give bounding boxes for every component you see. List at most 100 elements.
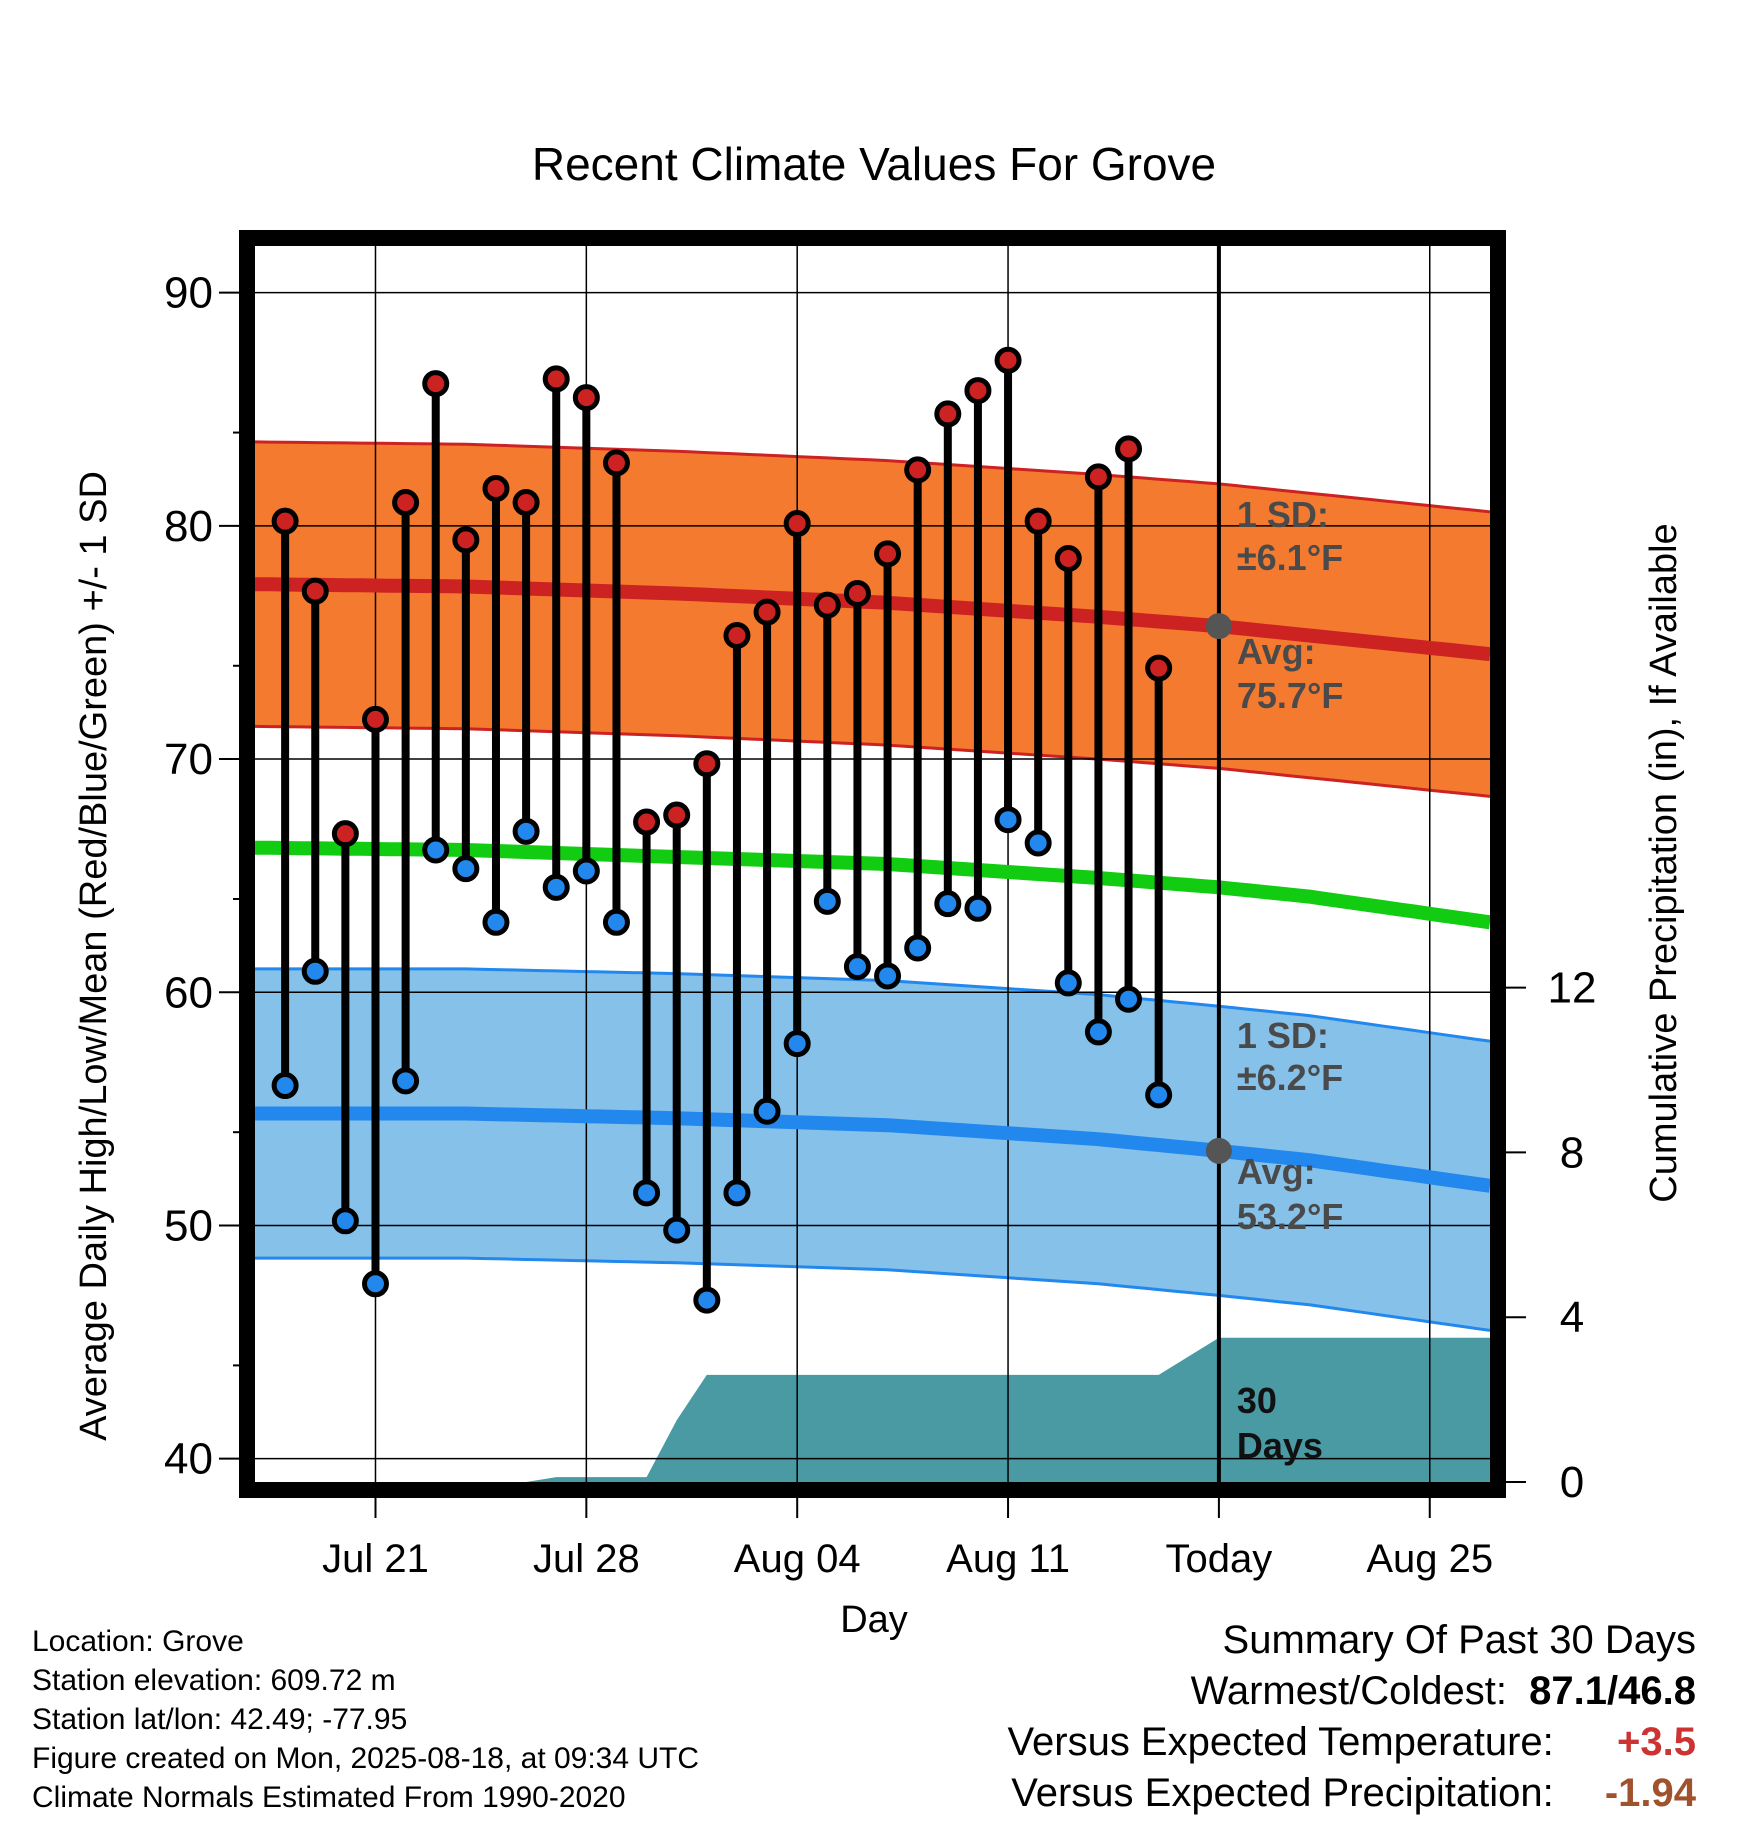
daily-high-point [1145, 654, 1173, 682]
daily-high-point [361, 705, 389, 733]
daily-high-point [1115, 435, 1143, 463]
low-avg-value: 53.2°F [1237, 1196, 1343, 1237]
low-sd-value: ±6.2°F [1237, 1057, 1343, 1098]
daily-low-point [994, 806, 1022, 834]
location-text: Location: Grove [32, 1625, 244, 1658]
daily-high-point [572, 384, 600, 412]
today-low-avg-marker [1205, 1137, 1232, 1164]
y-tick-label-0: 40 [164, 1435, 213, 1484]
normals-text: Climate Normals Estimated From 1990-2020 [32, 1781, 626, 1814]
high-sd-value: ±6.1°F [1237, 537, 1343, 578]
low-band-lower-edge [255, 1256, 1490, 1332]
daily-high-point [663, 801, 691, 829]
low-avg-label: Avg: [1237, 1151, 1316, 1192]
daily-low-point [753, 1097, 781, 1125]
y2-axis-label: Cumulative Precipitation (in), If Availa… [1643, 523, 1685, 1202]
precip-row: Versus Expected Precipitation: -1.94 [1008, 1768, 1696, 1819]
daily-low-point [271, 1072, 299, 1100]
warm-cold-row: Warmest/Coldest: 87.1/46.8 [1008, 1666, 1696, 1717]
days-label-text: Days [1237, 1425, 1323, 1466]
today-high-avg-marker [1205, 613, 1232, 640]
temp-row: Versus Expected Temperature: +3.5 [1008, 1717, 1696, 1768]
daily-low-point [482, 908, 510, 936]
daily-low-point [1024, 829, 1052, 857]
daily-high-point [633, 808, 661, 836]
x-tick-label-3: Aug 11 [946, 1537, 1070, 1581]
daily-high-point [874, 540, 902, 568]
summary-panel: Summary Of Past 30 Days Warmest/Coldest:… [1008, 1615, 1696, 1819]
low-sd-label: 1 SD: [1237, 1015, 1329, 1056]
daily-high-point [512, 489, 540, 517]
daily-high-point [783, 510, 811, 538]
daily-low-point [874, 962, 902, 990]
daily-low-point [934, 890, 962, 918]
summary-title: Summary Of Past 30 Days [1222, 1618, 1696, 1662]
daily-low-point [452, 855, 480, 883]
daily-low-point [301, 957, 329, 985]
daily-low-point [572, 857, 600, 885]
daily-low-point [1115, 985, 1143, 1013]
x-tick-label-2: Aug 04 [734, 1537, 861, 1581]
daily-high-point [1024, 507, 1052, 535]
plot-frame [239, 230, 1506, 1498]
daily-high-point [482, 475, 510, 503]
high-avg-label: Avg: [1237, 631, 1316, 672]
y-tick-label-1: 50 [164, 1201, 213, 1250]
daily-low-point [422, 836, 450, 864]
x-tick-label-5: Aug 25 [1366, 1537, 1493, 1581]
low-normal-line [255, 1106, 1490, 1193]
y2-tick-label-2: 8 [1560, 1128, 1584, 1177]
y-tick-label-5: 90 [164, 269, 213, 318]
daily-high-point [452, 526, 480, 554]
daily-low-point [693, 1286, 721, 1314]
daily-high-point [542, 365, 570, 393]
daily-low-point [783, 1030, 811, 1058]
precip-area [255, 1337, 1490, 1482]
y-axis-label: Average Daily High/Low/Mean (Red/Blue/Gr… [73, 471, 115, 1441]
precip-label: Versus Expected Precipitation: [1011, 1771, 1554, 1815]
daily-low-point [813, 887, 841, 915]
warm-cold-label: Warmest/Coldest: [1190, 1669, 1507, 1713]
daily-low-point [663, 1216, 691, 1244]
daily-high-point [753, 598, 781, 626]
plot-area [255, 246, 1490, 1482]
daily-high-point [602, 449, 630, 477]
daily-low-point [843, 953, 871, 981]
y2-tick-label-1: 4 [1560, 1293, 1584, 1342]
low-sd-band [255, 968, 1490, 1331]
daily-high-point [422, 370, 450, 398]
daily-high-point [904, 456, 932, 484]
daily-high-point [331, 820, 359, 848]
high-avg-value: 75.7°F [1237, 675, 1343, 716]
daily-high-point [392, 489, 420, 517]
y-tick-label-4: 80 [164, 502, 213, 551]
daily-low-point [331, 1207, 359, 1235]
precip-value: -1.94 [1604, 1771, 1696, 1815]
daily-high-point [301, 577, 329, 605]
daily-high-point [693, 750, 721, 778]
y-tick-label-2: 60 [164, 968, 213, 1017]
daily-low-point [512, 817, 540, 845]
mean-normal-line [255, 840, 1490, 930]
daily-high-point [964, 377, 992, 405]
daily-high-point [1054, 544, 1082, 572]
daily-low-point [1145, 1081, 1173, 1109]
latlon-text: Station lat/lon: 42.49; -77.95 [32, 1703, 408, 1736]
days-label-number: 30 [1237, 1380, 1277, 1421]
daily-high-point [994, 346, 1022, 374]
high-band-lower-edge [255, 724, 1490, 798]
daily-high-point [723, 621, 751, 649]
daily-low-point [361, 1270, 389, 1298]
elevation-text: Station elevation: 609.72 m [32, 1664, 396, 1697]
y2-tick-label-0: 0 [1560, 1458, 1584, 1507]
x-axis-label: Day [840, 1599, 908, 1641]
daily-low-point [964, 894, 992, 922]
daily-high-point [1084, 463, 1112, 491]
y-tick-label-3: 70 [164, 735, 213, 784]
chart-title: Recent Climate Values For Grove [532, 138, 1216, 190]
daily-high-point [934, 400, 962, 428]
daily-low-point [723, 1179, 751, 1207]
daily-high-point [843, 579, 871, 607]
low-band-upper-edge [255, 967, 1490, 1043]
